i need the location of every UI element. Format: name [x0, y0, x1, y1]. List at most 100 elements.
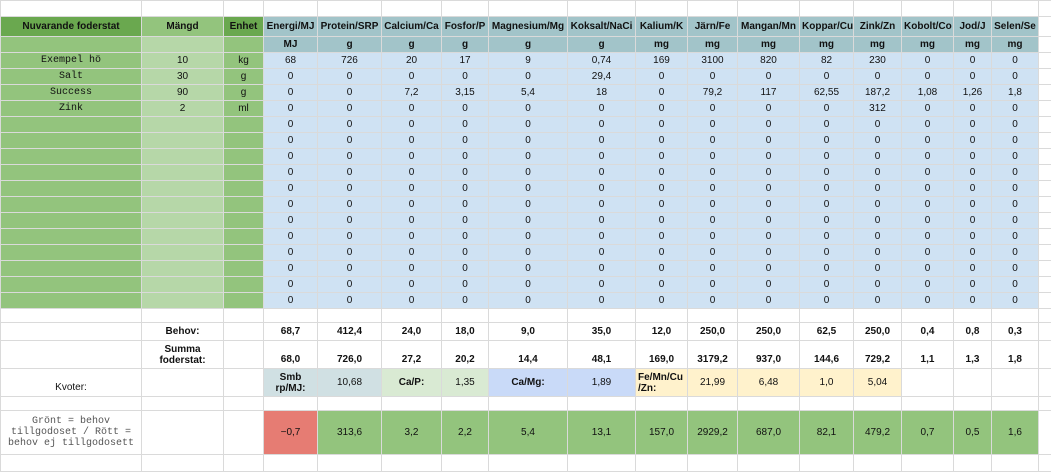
nutrient-value: 0,74: [568, 53, 636, 69]
empty-cell: [568, 455, 636, 472]
nutrient-value: 0: [954, 53, 992, 69]
empty-cell: [489, 1, 568, 17]
empty-cell: [568, 1, 636, 17]
nutrient-value: 0: [442, 69, 489, 85]
nutrient-value: 0: [264, 245, 318, 261]
nutrient-value: 0: [688, 245, 738, 261]
nutrient-value: 0: [442, 245, 489, 261]
nutrient-header: Energi/MJ: [264, 17, 318, 37]
balance-value: 5,4: [489, 411, 568, 455]
nutrient-value: 0: [688, 149, 738, 165]
feed-name: [1, 149, 142, 165]
empty-cell: [224, 37, 264, 53]
empty-cell: [489, 309, 568, 323]
empty-cell: [1039, 53, 1051, 69]
summa-value: 1,8: [992, 341, 1039, 369]
nutrient-value: 0: [382, 197, 442, 213]
nutrient-header: Koppar/Cu: [800, 17, 854, 37]
nutrient-value: 0: [738, 261, 800, 277]
empty-cell: [489, 397, 568, 411]
nutrient-value: 0: [800, 117, 854, 133]
behov-value: 35,0: [568, 323, 636, 341]
empty-cell: [1039, 149, 1051, 165]
nutrient-value: 0: [992, 133, 1039, 149]
empty-cell: [902, 1, 954, 17]
feed-amount: [142, 149, 224, 165]
nutrient-value: 0: [382, 213, 442, 229]
empty-cell: [1039, 397, 1051, 411]
empty-cell: [224, 1, 264, 17]
empty-cell: [442, 397, 489, 411]
summa-value: 27,2: [382, 341, 442, 369]
nutrient-value: 0: [738, 69, 800, 85]
nutrient-value: 0: [854, 213, 902, 229]
empty-cell: [318, 397, 382, 411]
empty-cell: [442, 309, 489, 323]
nutrient-value: 0: [992, 261, 1039, 277]
nutrient-value: 0: [382, 117, 442, 133]
nutrient-value: 17: [442, 53, 489, 69]
nutrient-value: 0: [442, 229, 489, 245]
empty-cell: [854, 309, 902, 323]
nutrient-value: 0: [800, 133, 854, 149]
empty-cell: [954, 369, 992, 397]
nutrient-value: 0: [264, 149, 318, 165]
empty-cell: [1039, 181, 1051, 197]
empty-cell: [318, 455, 382, 472]
nutrient-value: 0: [636, 181, 688, 197]
summa-value: 169,0: [636, 341, 688, 369]
unit-header: g: [489, 37, 568, 53]
nutrient-value: 0: [902, 133, 954, 149]
nutrient-value: 0: [854, 133, 902, 149]
nutrient-value: 0: [992, 101, 1039, 117]
nutrient-value: 3100: [688, 53, 738, 69]
nutrient-value: 1,8: [992, 85, 1039, 101]
nutrient-header: Protein/SRP: [318, 17, 382, 37]
nutrient-value: 0: [568, 197, 636, 213]
empty-cell: [142, 37, 224, 53]
nutrient-value: 0: [992, 197, 1039, 213]
nutrient-value: 0: [318, 117, 382, 133]
nutrient-value: 0: [954, 261, 992, 277]
summa-value: 726,0: [318, 341, 382, 369]
nutrient-value: 0: [489, 197, 568, 213]
nutrient-value: 0: [902, 69, 954, 85]
header-cell: Mängd: [142, 17, 224, 37]
nutrient-value: 0: [992, 181, 1039, 197]
nutrient-value: 0: [382, 133, 442, 149]
nutrient-value: 312: [854, 101, 902, 117]
nutrient-value: 0: [442, 197, 489, 213]
ratio-value: 21,99: [688, 369, 738, 397]
feed-unit: [224, 197, 264, 213]
feed-name: Exempel hö: [1, 53, 142, 69]
behov-label: Behov:: [142, 323, 224, 341]
empty-cell: [442, 455, 489, 472]
nutrient-value: 0: [264, 133, 318, 149]
nutrient-value: 0: [902, 181, 954, 197]
nutrient-value: 62,55: [800, 85, 854, 101]
nutrient-value: 0: [992, 213, 1039, 229]
empty-cell: [1, 323, 142, 341]
feed-name: [1, 277, 142, 293]
empty-cell: [142, 411, 224, 455]
nutrient-value: 0: [738, 197, 800, 213]
empty-cell: [738, 397, 800, 411]
balance-value: 2929,2: [688, 411, 738, 455]
nutrient-value: 0: [688, 117, 738, 133]
nutrient-value: 0: [568, 149, 636, 165]
nutrient-value: 169: [636, 53, 688, 69]
nutrient-value: 0: [954, 69, 992, 85]
nutrient-value: 0: [738, 101, 800, 117]
feed-amount: [142, 181, 224, 197]
nutrient-value: 0: [318, 213, 382, 229]
empty-cell: [1039, 197, 1051, 213]
empty-cell: [224, 309, 264, 323]
nutrient-value: 0: [800, 181, 854, 197]
nutrient-value: 0: [442, 165, 489, 181]
empty-cell: [1039, 17, 1051, 37]
summa-value: 1,1: [902, 341, 954, 369]
